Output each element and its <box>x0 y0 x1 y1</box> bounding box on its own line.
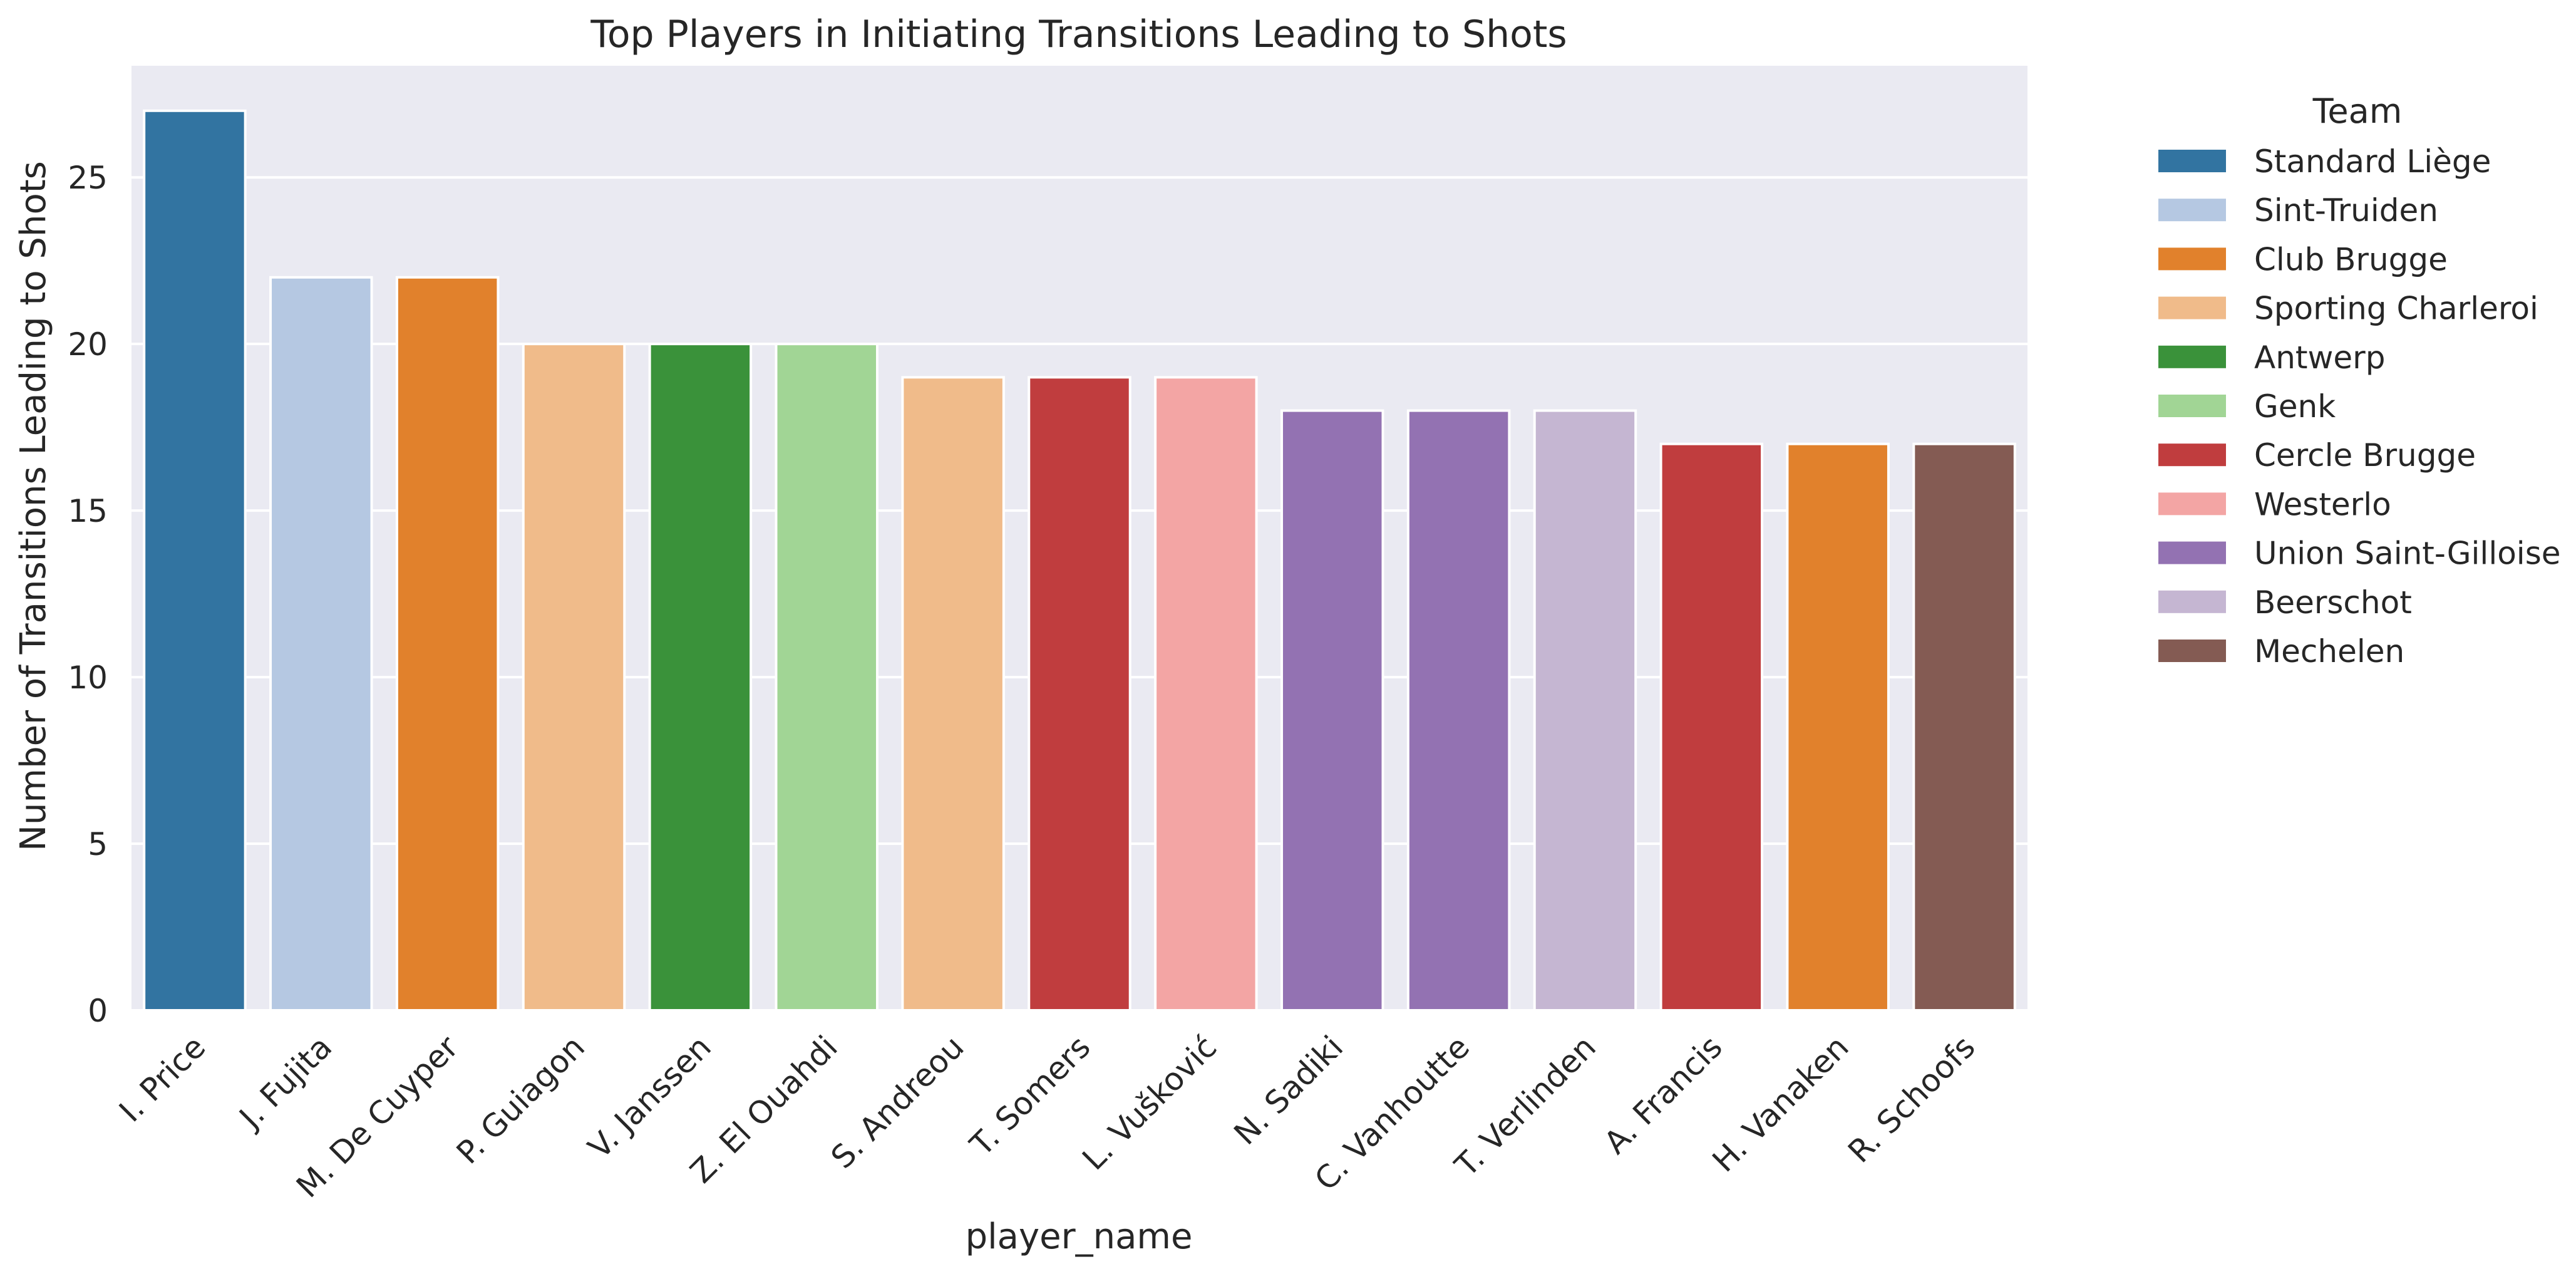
chart-title: Top Players in Initiating Transitions Le… <box>590 13 1567 56</box>
legend-swatch <box>2158 395 2226 417</box>
x-tick-label: L. Vušković <box>1076 1028 1224 1177</box>
legend-swatch <box>2158 590 2226 613</box>
bar <box>1154 376 1258 1012</box>
bar <box>522 343 626 1012</box>
legend-label: Sporting Charleroi <box>2254 291 2538 327</box>
legend-swatch <box>2158 150 2226 172</box>
legend-label: Genk <box>2254 388 2336 425</box>
x-tick-label: J. Fujita <box>231 1028 339 1136</box>
legend-swatch <box>2158 199 2226 222</box>
legend-label: Cercle Brugge <box>2254 437 2476 474</box>
legend-swatch <box>2158 640 2226 662</box>
legend-swatch <box>2158 247 2226 271</box>
x-tick-label: T. Somers <box>963 1028 1098 1163</box>
legend-label: Antwerp <box>2254 339 2385 376</box>
x-tick-label: I. Price <box>112 1028 212 1129</box>
bars <box>143 109 2016 1012</box>
bar <box>901 376 1005 1012</box>
bar <box>143 109 247 1012</box>
y-axis-label: Number of Transitions Leading to Shots <box>13 161 54 851</box>
legend-label: Standard Liège <box>2254 143 2491 180</box>
legend-swatch <box>2158 443 2226 467</box>
x-tick-label: A. Francis <box>1597 1028 1729 1161</box>
bar <box>775 343 879 1012</box>
y-tick-label: 25 <box>68 160 108 196</box>
y-tick-label: 15 <box>68 493 108 529</box>
bar <box>1533 409 1637 1012</box>
legend-swatch <box>2158 345 2226 368</box>
legend-label: Sint-Truiden <box>2254 192 2438 229</box>
legend-label: Mechelen <box>2254 633 2404 670</box>
x-tick-label: P. Guiagon <box>450 1028 592 1171</box>
y-tick-label: 10 <box>68 660 108 696</box>
y-tick-label: 5 <box>88 826 108 862</box>
x-axis-label: player_name <box>966 1216 1193 1257</box>
bar <box>1912 442 2016 1012</box>
x-tick-label: S. Andreou <box>824 1028 971 1176</box>
x-tick-label: R. Schoofs <box>1841 1028 1982 1169</box>
y-axis-ticks: 0 5 10 15 20 25 <box>68 160 108 1029</box>
bar <box>1028 376 1131 1012</box>
x-tick-label: H. Vanaken <box>1706 1028 1856 1179</box>
legend-label: Union Saint-Gilloise <box>2254 536 2561 572</box>
bar <box>1406 409 1511 1012</box>
bar <box>1659 442 1764 1012</box>
bar <box>1786 442 1890 1012</box>
bar <box>395 276 500 1012</box>
bar <box>1280 409 1384 1012</box>
y-tick-label: 0 <box>88 993 108 1029</box>
legend-label: Beerschot <box>2254 584 2412 621</box>
x-tick-label: V. Janssen <box>581 1028 718 1166</box>
legend-label: Westerlo <box>2254 486 2391 522</box>
legend-swatch <box>2158 492 2226 515</box>
legend-items: Standard Liège Sint-Truiden Club Brugge Spo… <box>2158 143 2561 670</box>
legend-title: Team <box>2312 91 2403 131</box>
legend-swatch <box>2158 541 2226 564</box>
legend: Team Standard Liège Sint-Truiden Club Brug… <box>2158 91 2561 670</box>
x-tick-label: N. Sadiki <box>1227 1028 1351 1152</box>
bar <box>648 343 753 1012</box>
legend-swatch <box>2158 296 2226 319</box>
bar <box>269 276 373 1012</box>
legend-label: Club Brugge <box>2254 241 2448 277</box>
y-tick-label: 20 <box>68 326 108 363</box>
